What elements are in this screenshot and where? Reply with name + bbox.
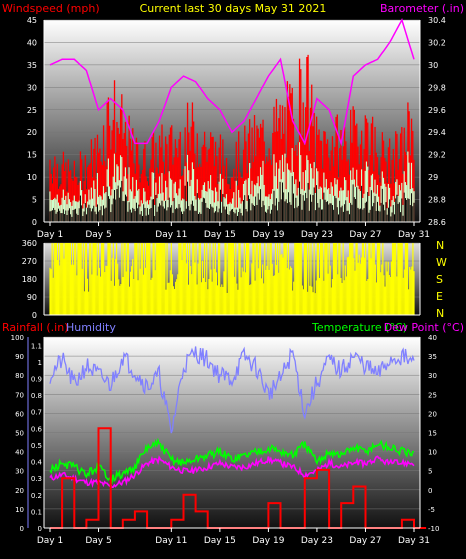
p3-x-tick-label: Day 19 bbox=[252, 536, 284, 546]
p2-left-tick-label: 0 bbox=[32, 311, 37, 320]
p1-left-tick-label: 0 bbox=[32, 218, 37, 227]
rainfall-axis-label: Rainfall (.in) bbox=[2, 321, 69, 334]
p1-right-tick-label: 28.8 bbox=[428, 196, 446, 205]
p3-x-tick-label: Day 1 bbox=[37, 536, 63, 546]
p3-rain-tick-label: 0.9 bbox=[31, 376, 42, 384]
p2-left-tick-label: 360 bbox=[22, 239, 37, 248]
p3-humidity-tick-label: 30 bbox=[15, 468, 24, 476]
p2-direction-label: W bbox=[436, 256, 447, 269]
p2-direction-label: S bbox=[436, 273, 443, 286]
p1-x-tick-label: Day 27 bbox=[349, 230, 381, 240]
chart-title: Current last 30 days May 31 2021 bbox=[140, 2, 327, 15]
p3-temp-tick-label: 10 bbox=[428, 449, 437, 457]
p1-x-tick-label: Day 15 bbox=[204, 230, 236, 240]
p1-x-tick-label: Day 23 bbox=[301, 230, 333, 240]
p1-right-tick-label: 30 bbox=[428, 61, 438, 70]
p3-x-tick-label: Day 27 bbox=[349, 536, 381, 546]
p2-direction-label: N bbox=[436, 307, 444, 320]
p3-humidity-tick-label: 60 bbox=[15, 410, 24, 418]
p1-left-tick-label: 30 bbox=[27, 83, 37, 92]
p3-x-tick-label: Day 31 bbox=[398, 536, 430, 546]
p1-right-tick-label: 29.2 bbox=[428, 151, 446, 160]
p3-temp-tick-label: 25 bbox=[428, 391, 437, 399]
p3-rain-tick-label: 0.4 bbox=[31, 459, 43, 467]
p3-x-tick-label: Day 15 bbox=[204, 536, 236, 546]
p1-left-tick-label: 20 bbox=[27, 128, 37, 137]
p3-temp-tick-label: 35 bbox=[428, 353, 437, 361]
p3-temp-tick-label: -5 bbox=[428, 506, 435, 514]
p1-x-tick-label: Day 5 bbox=[85, 230, 111, 240]
p2-left-tick-label: 270 bbox=[22, 257, 37, 266]
p3-rain-tick-label: 0.7 bbox=[31, 409, 42, 417]
p3-rain-tick-label: 0.2 bbox=[31, 492, 42, 500]
p3-humidity-tick-label: 40 bbox=[15, 449, 24, 457]
p1-right-tick-label: 29.8 bbox=[428, 83, 446, 92]
barometer-axis-label: Barometer (.in) bbox=[380, 2, 464, 15]
p3-humidity-tick-label: 50 bbox=[15, 430, 24, 438]
p3-rain-tick-label: 1 bbox=[38, 359, 42, 367]
p3-rain-tick-label: 0 bbox=[38, 525, 42, 533]
p1-right-tick-label: 29.4 bbox=[428, 128, 446, 137]
p3-temp-tick-label: 0 bbox=[428, 487, 432, 495]
p3-humidity-tick-label: 20 bbox=[15, 487, 24, 495]
p3-x-tick-label: Day 5 bbox=[85, 536, 111, 546]
p3-temp-tick-label: 15 bbox=[428, 430, 437, 438]
p1-left-tick-label: 40 bbox=[27, 38, 37, 47]
p3-rain-tick-label: 1.1 bbox=[31, 342, 42, 350]
humidity-axis-label: Humidity bbox=[66, 321, 116, 334]
p3-rain-tick-label: 0.6 bbox=[31, 425, 43, 433]
p3-x-tick-label: Day 23 bbox=[301, 536, 333, 546]
p3-x-tick-label: Day 11 bbox=[155, 536, 187, 546]
p2-direction-label: N bbox=[436, 239, 444, 252]
p1-left-tick-label: 25 bbox=[27, 106, 37, 115]
p1-x-tick-label: Day 19 bbox=[252, 230, 284, 240]
p2-direction-label: E bbox=[436, 290, 443, 303]
p3-humidity-tick-label: 10 bbox=[15, 506, 24, 514]
p3-humidity-tick-label: 90 bbox=[15, 353, 24, 361]
p1-right-tick-label: 28.6 bbox=[428, 218, 446, 227]
p1-left-tick-label: 35 bbox=[27, 61, 37, 70]
p3-rain-tick-label: 0.5 bbox=[31, 442, 42, 450]
p2-left-tick-label: 180 bbox=[22, 275, 37, 284]
p1-right-tick-label: 29.6 bbox=[428, 106, 446, 115]
dewpoint-axis-label: Dew Point (°C) bbox=[384, 321, 464, 334]
p1-right-tick-label: 30.2 bbox=[428, 38, 446, 47]
barometer-line bbox=[49, 18, 415, 147]
p3-temp-tick-label: -10 bbox=[428, 525, 439, 533]
p3-humidity-tick-label: 100 bbox=[11, 334, 24, 342]
p3-rain-tick-label: 0.8 bbox=[31, 392, 42, 400]
humidity-line bbox=[49, 346, 415, 434]
p1-left-tick-label: 5 bbox=[32, 196, 37, 205]
p3-humidity-tick-label: 80 bbox=[15, 372, 24, 380]
p3-temp-tick-label: 5 bbox=[428, 468, 432, 476]
p1-right-tick-label: 29 bbox=[428, 173, 438, 182]
temperature-axis-label: Temperature (°C) bbox=[311, 321, 407, 334]
p3-humidity-tick-label: 70 bbox=[15, 391, 24, 399]
p1-left-tick-label: 10 bbox=[27, 173, 37, 182]
p3-temp-tick-label: 30 bbox=[428, 372, 437, 380]
windspeed-axis-label: Windspeed (mph) bbox=[2, 2, 100, 15]
p1-right-tick-label: 30.4 bbox=[428, 16, 446, 25]
p1-x-tick-label: Day 1 bbox=[37, 230, 63, 240]
p3-humidity-tick-label: 0 bbox=[20, 525, 24, 533]
p1-x-tick-label: Day 11 bbox=[155, 230, 187, 240]
p3-temp-tick-label: 40 bbox=[428, 334, 437, 342]
p1-left-tick-label: 15 bbox=[27, 151, 37, 160]
p1-x-tick-label: Day 31 bbox=[398, 230, 430, 240]
p3-rain-tick-label: 0.1 bbox=[31, 508, 42, 516]
p3-temp-tick-label: 20 bbox=[428, 410, 437, 418]
p1-left-tick-label: 45 bbox=[27, 16, 37, 25]
p3-rain-tick-label: 0.3 bbox=[31, 475, 42, 483]
p2-left-tick-label: 90 bbox=[27, 293, 37, 302]
